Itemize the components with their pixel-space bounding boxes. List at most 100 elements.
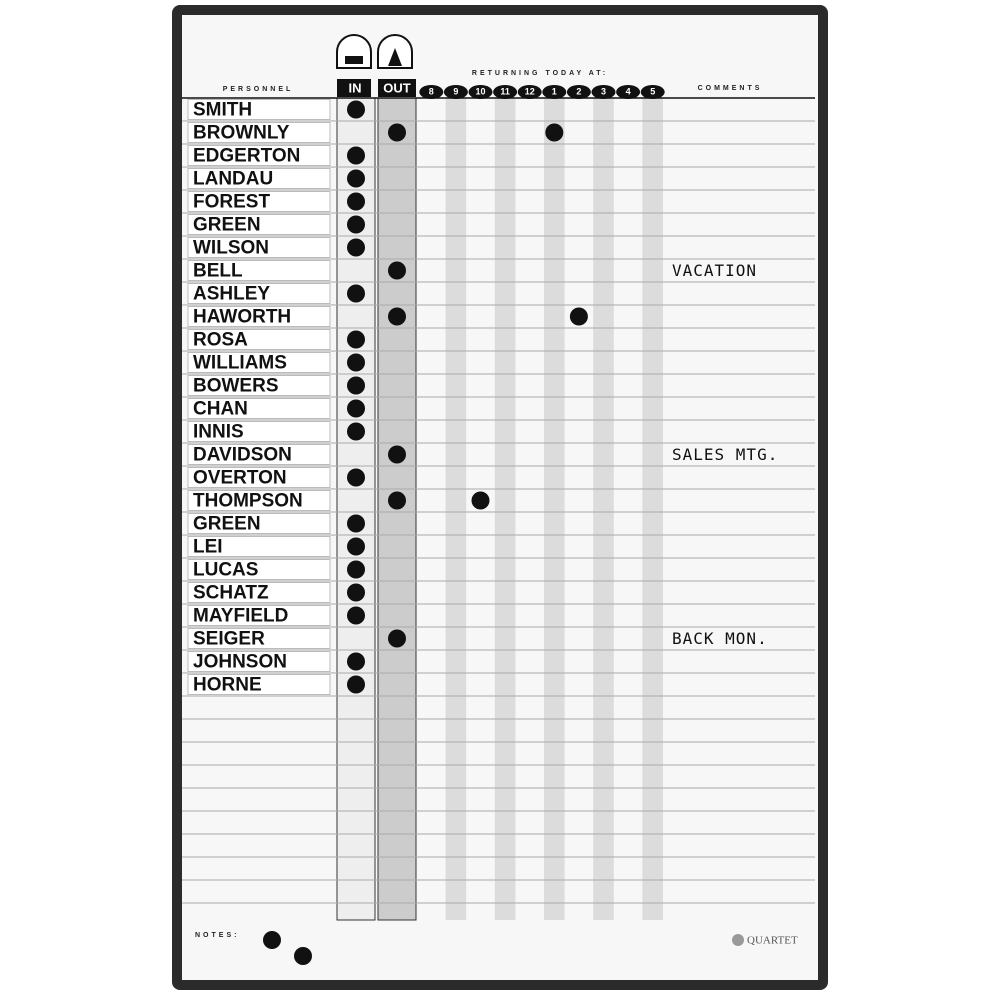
- name-card: [187, 214, 331, 235]
- personnel-name: ROSA: [193, 330, 248, 351]
- out-tab: [378, 79, 416, 97]
- personnel-name: MAYFIELD: [193, 606, 288, 627]
- returning-magnet: [471, 491, 490, 510]
- spare-magnet: [294, 947, 312, 965]
- personnel-name: LEI: [193, 537, 223, 558]
- personnel-name: SCHATZ: [193, 583, 269, 604]
- name-card: [187, 237, 331, 258]
- personnel-name: HORNE: [193, 675, 262, 696]
- personnel-name: LANDAU: [193, 169, 273, 190]
- time-pill: [616, 85, 641, 99]
- name-card: [187, 536, 331, 557]
- personnel-name: FOREST: [193, 192, 270, 213]
- personnel-name: JOHNSON: [193, 652, 287, 673]
- name-card: [187, 260, 331, 281]
- status-magnet: [347, 146, 365, 165]
- name-card: [187, 674, 331, 695]
- name-card: [187, 651, 331, 672]
- personnel-name: LUCAS: [193, 560, 258, 581]
- time-stripe: [593, 98, 614, 920]
- status-magnet: [347, 422, 365, 441]
- status-magnet: [347, 606, 365, 625]
- time-stripe: [642, 98, 663, 920]
- brand: QUARTET: [747, 935, 798, 947]
- time-stripe: [494, 98, 516, 920]
- status-magnet: [347, 560, 365, 579]
- time-label: 8: [429, 86, 434, 96]
- in-column: [336, 97, 376, 921]
- personnel-name: WILSON: [193, 238, 269, 259]
- status-magnet: [388, 629, 406, 648]
- notes-label: NOTES:: [195, 932, 239, 939]
- returning-magnet: [545, 123, 564, 142]
- status-magnet: [347, 330, 365, 349]
- spare-magnet: [263, 931, 281, 949]
- personnel-name: THOMPSON: [193, 491, 303, 512]
- in-tab: [337, 79, 371, 97]
- name-card: [187, 444, 331, 465]
- time-label: 2: [576, 86, 581, 96]
- time-label: 1: [552, 86, 557, 96]
- personnel-name: GREEN: [193, 215, 261, 236]
- time-label: 12: [525, 86, 535, 96]
- personnel-name: SMITH: [193, 100, 252, 121]
- status-magnet: [388, 123, 406, 142]
- status-magnet: [388, 307, 406, 326]
- name-card: [187, 306, 331, 327]
- status-magnet: [347, 468, 365, 487]
- personnel-name: BOWERS: [193, 376, 279, 397]
- time-pill: [517, 85, 542, 99]
- name-card: [187, 628, 331, 649]
- status-magnet: [347, 215, 365, 234]
- status-magnet: [347, 238, 365, 257]
- name-card: [187, 375, 331, 396]
- time-pill: [468, 85, 493, 99]
- desk-icon: [345, 56, 363, 64]
- comment: SALES MTG.: [672, 445, 778, 464]
- time-stripe: [544, 98, 565, 920]
- time-label: 11: [500, 86, 510, 96]
- person-icon: [388, 48, 402, 66]
- status-magnet: [347, 192, 365, 211]
- name-card: [187, 513, 331, 534]
- status-magnet: [388, 491, 406, 510]
- name-card: [187, 421, 331, 442]
- time-label: 3: [601, 86, 606, 96]
- personnel-name: WILLIAMS: [193, 353, 287, 374]
- returning-header: RETURNING TODAY AT:: [472, 70, 608, 77]
- name-card: [187, 168, 331, 189]
- personnel-name: BELL: [193, 261, 243, 282]
- time-pill: [566, 85, 591, 99]
- name-card: [187, 191, 331, 212]
- name-card: [187, 283, 331, 304]
- status-magnet: [388, 445, 406, 464]
- name-card: [187, 99, 331, 120]
- time-stripe: [445, 98, 467, 920]
- personnel-name: OVERTON: [193, 468, 287, 489]
- status-magnet: [347, 583, 365, 602]
- comment: BACK MON.: [672, 629, 768, 648]
- name-card: [187, 329, 331, 350]
- status-magnet: [347, 100, 365, 119]
- personnel-name: BROWNLY: [193, 123, 290, 144]
- time-pill: [493, 85, 518, 99]
- name-card: [187, 490, 331, 511]
- personnel-name: ASHLEY: [193, 284, 270, 305]
- returning-magnet: [569, 307, 588, 326]
- status-magnet: [347, 537, 365, 556]
- personnel-name: INNIS: [193, 422, 244, 443]
- status-magnet: [347, 353, 365, 372]
- status-magnet: [347, 652, 365, 671]
- status-magnet: [347, 284, 365, 303]
- personnel-header: PERSONNEL: [223, 86, 294, 93]
- personnel-name: SEIGER: [193, 629, 265, 650]
- personnel-name: CHAN: [193, 399, 248, 420]
- name-card: [187, 582, 331, 603]
- name-card: [187, 398, 331, 419]
- name-card: [187, 352, 331, 373]
- personnel-name: GREEN: [193, 514, 261, 535]
- status-magnet: [347, 169, 365, 188]
- name-card: [187, 605, 331, 626]
- personnel-name: EDGERTON: [193, 146, 300, 167]
